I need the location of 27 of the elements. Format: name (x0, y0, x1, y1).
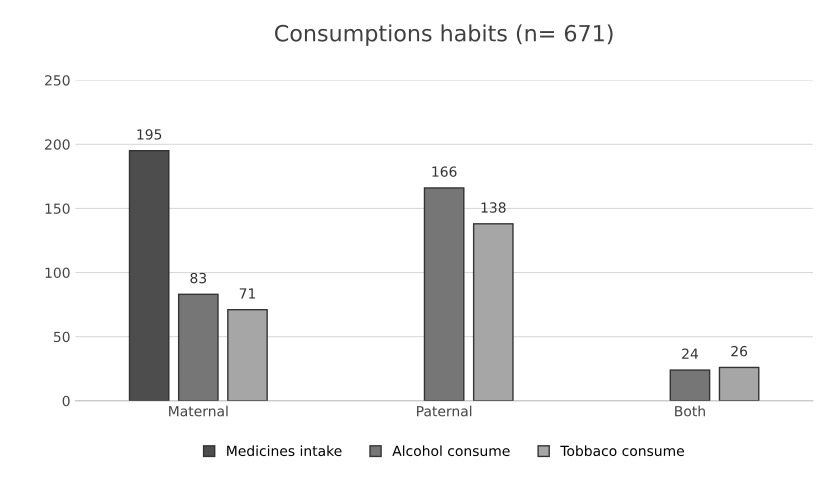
y-tick-label: 200 (45, 139, 70, 150)
bar (227, 309, 268, 401)
bar (128, 150, 170, 401)
data-label: 26 (731, 346, 748, 356)
y-tick-label: 50 (54, 332, 70, 342)
x-tick-label: Maternal (169, 406, 228, 416)
data-label: 71 (240, 288, 256, 299)
data-label: 138 (482, 202, 506, 213)
bar (178, 294, 219, 401)
y-tick-label: 100 (46, 268, 70, 278)
data-label: 166 (432, 166, 457, 177)
legend-label: Tobbaco consume (560, 445, 684, 456)
data-label: 24 (682, 348, 698, 359)
data-label: 83 (190, 272, 206, 284)
legend-label: Alcohol consume (392, 445, 510, 456)
x-tick-label: Paternal (417, 406, 472, 416)
y-tick-label: 250 (45, 75, 70, 86)
y-tick-label: 0 (62, 396, 70, 406)
legend-label: Medicines intake (227, 445, 342, 456)
x-tick-label: Both (675, 406, 705, 416)
bar (472, 223, 514, 401)
data-label: 195 (137, 129, 162, 140)
bar (670, 369, 710, 401)
bar (718, 366, 760, 401)
bar (424, 187, 464, 401)
y-tick-label: 150 (46, 203, 70, 214)
chart-title: Consumptions habits (n= 671) (275, 24, 613, 46)
